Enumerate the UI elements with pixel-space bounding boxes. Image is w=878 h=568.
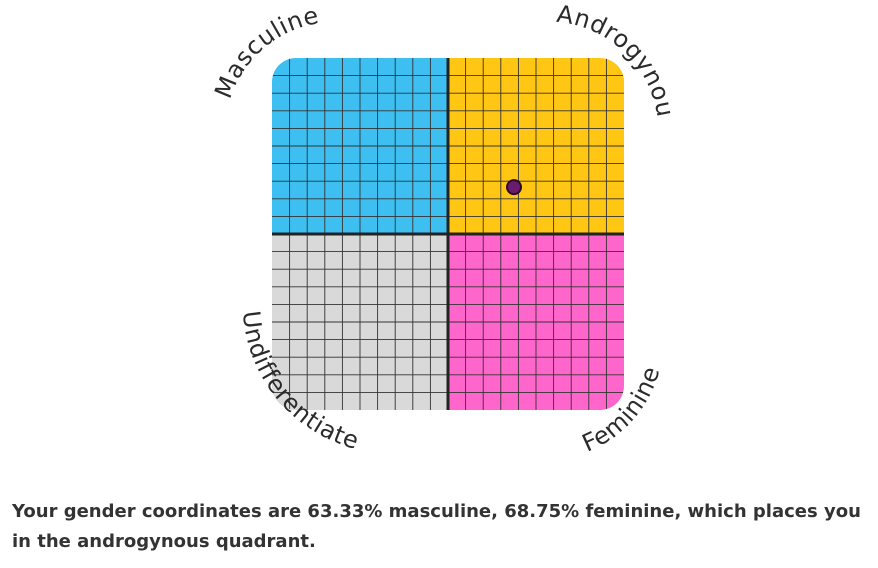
result-point	[506, 179, 522, 196]
gender-compass-chart: Masculine Androgynous Undifferentiated F…	[0, 0, 679, 458]
result-text: Your gender coordinates are 63.33% mascu…	[12, 501, 861, 552]
